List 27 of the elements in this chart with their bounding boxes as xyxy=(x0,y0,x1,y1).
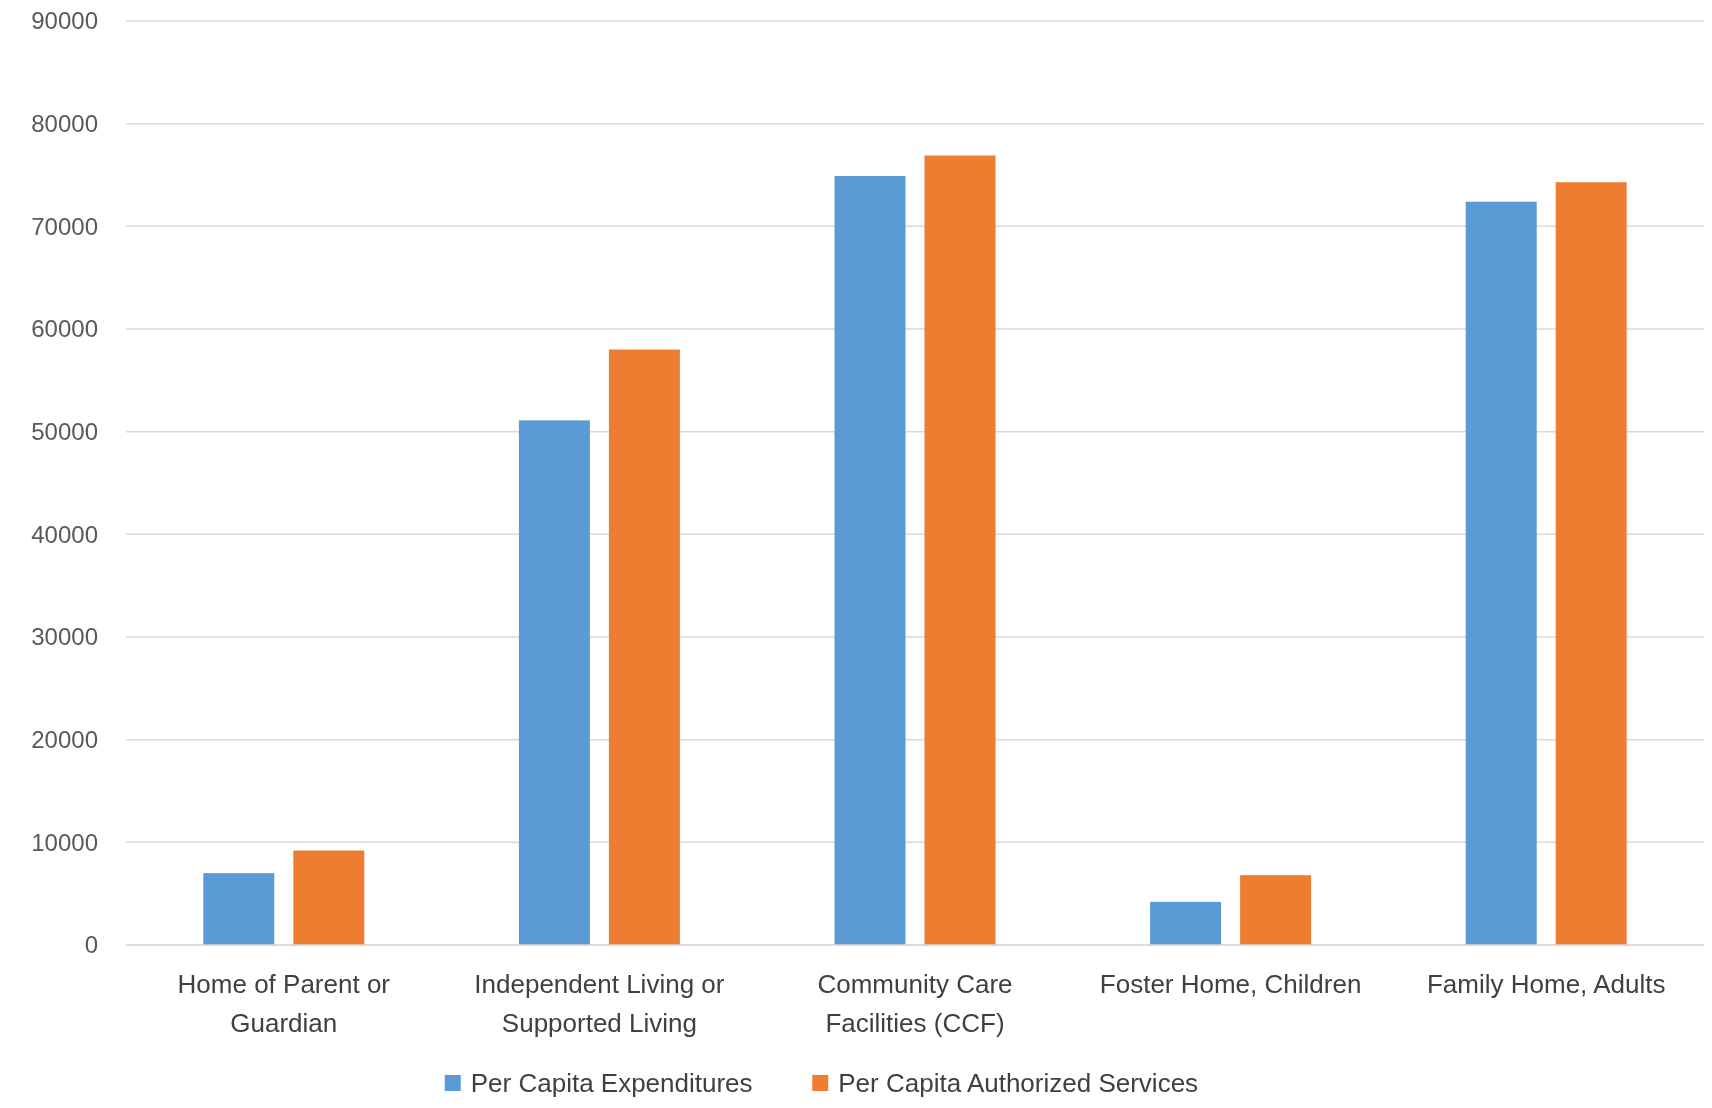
bar xyxy=(518,420,590,945)
y-tick-label: 50000 xyxy=(31,418,98,446)
y-tick-label: 60000 xyxy=(31,315,98,343)
legend-label: Per Capita Expenditures xyxy=(470,1068,753,1098)
y-tick-label: 10000 xyxy=(31,828,98,856)
y-tick-label: 40000 xyxy=(31,520,98,548)
legend-label: Per Capita Authorized Services xyxy=(838,1068,1199,1098)
y-tick-label: 0 xyxy=(84,931,98,959)
y-tick-label: 90000 xyxy=(31,7,98,35)
bar xyxy=(924,155,996,945)
x-tick-label: Foster Home, Children xyxy=(1099,969,1362,999)
y-tick-label: 80000 xyxy=(31,110,98,138)
x-tick-label: Independent Living or Supported Living xyxy=(474,969,725,1038)
bar xyxy=(1555,182,1627,945)
x-tick-label: Family Home, Adults xyxy=(1427,969,1666,999)
bar xyxy=(1150,901,1222,945)
y-tick-label: 30000 xyxy=(31,623,98,651)
y-tick-label: 20000 xyxy=(31,726,98,754)
bar xyxy=(293,850,365,945)
bar xyxy=(203,873,275,945)
bar xyxy=(608,349,680,945)
bar xyxy=(1240,875,1312,945)
y-tick-label: 70000 xyxy=(31,212,98,240)
bar xyxy=(1465,201,1537,945)
bar xyxy=(834,176,906,945)
x-tick-label: Community Care Facilities (CCF) xyxy=(817,969,1013,1038)
x-tick-label: Home of Parent or Guardian xyxy=(177,969,391,1038)
